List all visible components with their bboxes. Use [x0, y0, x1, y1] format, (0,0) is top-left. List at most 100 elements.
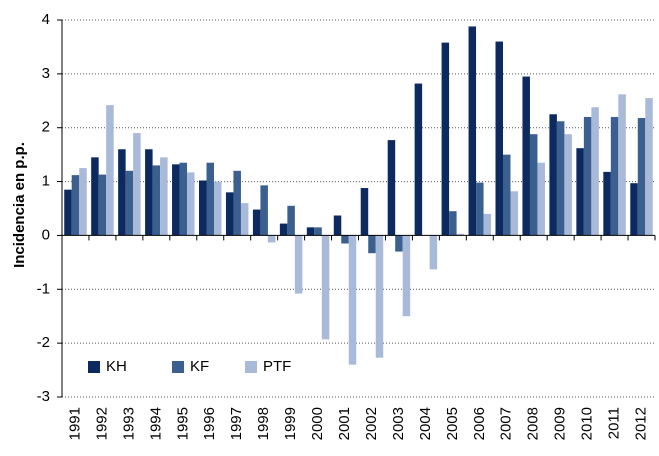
legend-label: KH: [106, 358, 127, 375]
bar: [341, 235, 349, 244]
bar: [267, 235, 276, 243]
bar: [240, 203, 249, 236]
bar: [252, 209, 261, 236]
y-tick-label: -2: [37, 334, 50, 351]
bar: [187, 172, 195, 236]
y-tick-label: 1: [42, 173, 50, 190]
bar: [630, 183, 638, 236]
x-tick-label: 2007: [498, 407, 515, 440]
bar: [71, 175, 80, 236]
y-axis-title: Incidencia en p.p.: [11, 142, 28, 268]
bar: [483, 213, 492, 236]
bar: [333, 215, 342, 236]
bar: [402, 235, 411, 317]
x-tick-label: 2000: [309, 407, 326, 440]
x-tick-label: 2003: [390, 407, 407, 440]
bar: [133, 133, 141, 236]
x-tick-label: 2004: [417, 407, 434, 440]
bar: [118, 149, 126, 236]
bar: [368, 235, 376, 254]
bar: [348, 235, 357, 365]
bar: [314, 227, 322, 236]
legend-swatch: [245, 361, 257, 373]
bar: [152, 165, 161, 236]
bar: [603, 171, 611, 236]
bar: [172, 164, 180, 236]
bar: [637, 118, 646, 236]
bar: [476, 182, 484, 236]
bar: [429, 235, 438, 270]
bar: [395, 235, 403, 252]
x-tick-label: 1992: [93, 407, 110, 440]
bar: [199, 180, 207, 236]
bar: [564, 134, 572, 236]
bar: [287, 205, 295, 236]
y-tick-label: 2: [42, 119, 50, 136]
x-tick-label: 2011: [606, 407, 623, 439]
bar: [556, 121, 565, 236]
legend-label: PTF: [263, 358, 291, 375]
x-tick-label: 1993: [120, 407, 137, 440]
bar: [98, 174, 107, 236]
legend-swatch: [172, 361, 184, 373]
x-tick-label: 1999: [282, 407, 299, 440]
bar: [645, 98, 653, 236]
x-tick-label: 1995: [174, 407, 191, 440]
bar: [375, 235, 384, 358]
bar: [206, 162, 214, 236]
bar: [449, 211, 457, 236]
bar: [529, 134, 538, 236]
bar: [279, 223, 288, 236]
bar: [64, 189, 72, 236]
x-tick-label: 2005: [444, 407, 461, 440]
bar: [583, 116, 592, 236]
y-tick-label: 0: [42, 226, 50, 243]
bar: [441, 42, 450, 236]
bar: [360, 188, 369, 236]
bar: [225, 192, 234, 236]
y-tick-label: -1: [37, 280, 50, 297]
x-tick-label: 2012: [632, 407, 649, 440]
x-tick-label: 2001: [336, 407, 353, 440]
x-tick-label: 1996: [201, 407, 218, 440]
bar: [414, 83, 423, 236]
x-tick-label: 2006: [471, 407, 488, 440]
bar: [510, 191, 518, 236]
bar: [549, 114, 557, 236]
bar: [495, 41, 503, 236]
legend-label: KF: [190, 358, 209, 375]
x-tick-label: 2008: [525, 407, 542, 440]
x-tick-label: 2009: [552, 407, 569, 440]
bar: [610, 116, 619, 236]
bar: [468, 26, 477, 236]
legend-swatch: [88, 361, 100, 373]
x-tick-label: 1994: [147, 407, 164, 440]
x-tick-label: 1997: [228, 407, 245, 440]
bar: [260, 185, 268, 236]
bar: [125, 170, 134, 236]
x-tick-label: 1991: [66, 407, 83, 440]
bar: [91, 157, 99, 236]
bar: [618, 94, 626, 236]
bar: [160, 157, 168, 236]
bar: [537, 162, 545, 236]
y-tick-label: -3: [37, 388, 50, 405]
bar: [294, 235, 303, 294]
bar: [456, 233, 465, 236]
bar: [179, 162, 188, 236]
bar: [576, 148, 584, 236]
bar: [79, 168, 87, 236]
x-tick-label: 2002: [363, 407, 380, 440]
bar: [591, 107, 599, 236]
bar: [145, 149, 153, 236]
y-tick-label: 3: [42, 65, 50, 82]
x-tick-label: 2010: [579, 407, 596, 440]
y-tick-label: 4: [42, 11, 50, 28]
bar: [503, 154, 511, 236]
bar: [214, 181, 222, 236]
bar: [321, 235, 330, 340]
bar: [387, 140, 396, 236]
x-tick-label: 1998: [255, 407, 272, 440]
bar: [233, 170, 241, 236]
